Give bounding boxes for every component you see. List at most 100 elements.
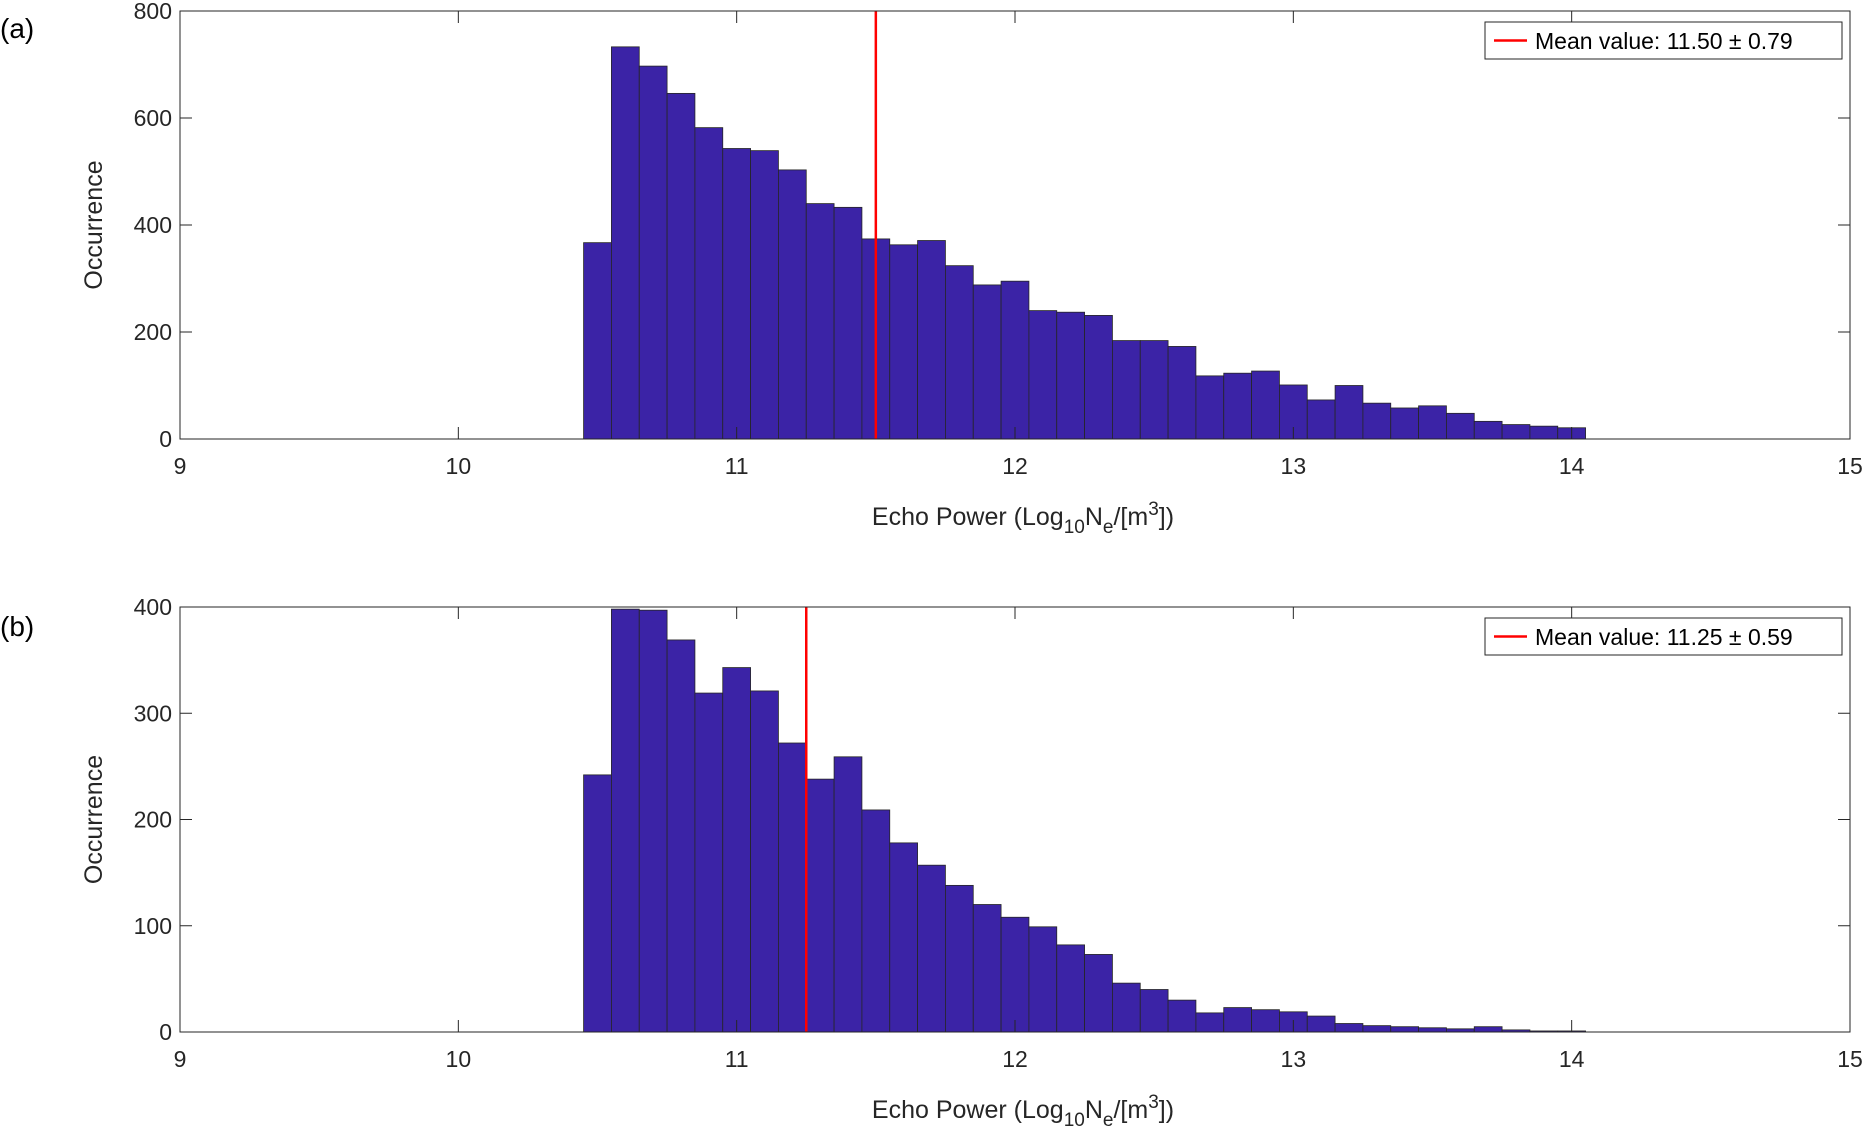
histogram-bar [1306, 399, 1336, 440]
x-axis-label-sub: 10 [1064, 1110, 1085, 1130]
histogram-bar [722, 667, 751, 1033]
histogram-bar [611, 46, 640, 440]
histogram-bar [1167, 999, 1197, 1033]
x-axis-label-sub: e [1103, 517, 1114, 538]
histogram-bar [805, 778, 835, 1033]
histogram-bar [638, 65, 668, 440]
histogram-bar [1334, 385, 1364, 440]
legend-box [1484, 617, 1843, 656]
histogram-bar [750, 690, 779, 1033]
x-axis-label-part: /[m [1113, 503, 1148, 531]
histogram-bar [972, 904, 1002, 1033]
x-tick-label: 10 [446, 1046, 472, 1072]
histogram-bar [1000, 280, 1030, 440]
histogram-bar [945, 884, 974, 1033]
y-tick-label: 800 [134, 0, 172, 24]
histogram-bar [917, 240, 946, 440]
x-tick-label: 12 [1002, 1046, 1028, 1072]
histogram-bar [1473, 1026, 1503, 1033]
histogram-bar [1223, 372, 1252, 440]
histogram-bar [778, 169, 807, 440]
histogram-bar [1306, 1015, 1336, 1033]
histogram-bar [1084, 315, 1113, 440]
histogram-bar [1195, 375, 1225, 440]
y-axis-label: Occurrence [80, 755, 108, 884]
legend: Mean value: 11.25 ± 0.59 [1484, 617, 1843, 656]
legend-label: Mean value: 11.50 ± 0.79 [1535, 28, 1793, 54]
panel-a: (a) 9 10 11 12 13 14 15 0 200 400 600 800 Occurrenc… [0, 0, 1863, 538]
histogram-bar [778, 742, 807, 1033]
x-axis-label-part: Echo Power (Log [872, 1096, 1064, 1124]
histogram-bar [1390, 1026, 1419, 1033]
histogram-bar [833, 756, 863, 1033]
y-tick-label: 100 [134, 913, 172, 939]
x-tick-label: 15 [1837, 453, 1863, 479]
histogram-bar [722, 148, 751, 440]
x-tick-label: 14 [1559, 453, 1585, 479]
histogram-bar [861, 809, 891, 1033]
y-tick-label: 400 [134, 594, 172, 620]
histogram-bar [889, 244, 918, 440]
x-axis-label-part: ]) [1159, 503, 1174, 531]
histogram-bar [750, 150, 779, 440]
histogram-bar [1223, 1007, 1252, 1033]
histogram-bar [1028, 926, 1058, 1033]
y-tick-label: 400 [134, 212, 172, 238]
histogram-bar [638, 609, 668, 1033]
legend: Mean value: 11.50 ± 0.79 [1484, 21, 1843, 60]
x-tick-label: 14 [1559, 1046, 1585, 1072]
histogram-bar [1084, 954, 1113, 1033]
x-tick-label: 11 [725, 1046, 749, 1072]
histogram-bar [666, 639, 696, 1033]
histogram-bar [583, 242, 612, 440]
histogram-bar [611, 608, 640, 1033]
histogram-bar [1056, 311, 1085, 440]
y-tick-label: 300 [134, 700, 172, 726]
histogram-bar [945, 265, 974, 440]
x-axis-label-part: ]) [1159, 1096, 1174, 1124]
histogram-bar [1334, 1023, 1364, 1033]
histogram-bar [1112, 340, 1141, 440]
x-axis-label-sub: 10 [1064, 517, 1085, 538]
y-tick-label: 200 [134, 807, 172, 833]
x-axis-label-part: N [1085, 503, 1103, 531]
x-tick-label: 12 [1002, 453, 1028, 479]
histogram-bar [1167, 346, 1197, 440]
x-tick-label: 9 [174, 1046, 187, 1072]
x-axis-label-sub: e [1103, 1110, 1114, 1130]
histogram-bar [1028, 310, 1058, 440]
panel-b: (b) 9 10 11 12 13 14 15 0 100 200 300 400 Occurrenc… [0, 594, 1863, 1130]
tick-group: 9 10 11 12 13 14 15 0 200 400 600 800 [134, 0, 1863, 479]
histogram-bar [1056, 944, 1085, 1033]
histogram-bar [1446, 412, 1475, 440]
histogram-bar [1139, 989, 1169, 1033]
x-tick-label: 10 [446, 453, 472, 479]
histogram-bar [1473, 420, 1503, 440]
legend-box [1484, 21, 1843, 60]
x-tick-label: 13 [1281, 453, 1307, 479]
histogram-bar [1112, 982, 1141, 1033]
histogram-bar [833, 206, 863, 440]
histogram-bar [889, 842, 918, 1033]
histogram-bar [917, 864, 946, 1033]
bar-group [583, 46, 1586, 440]
tick-group: 9 10 11 12 13 14 15 0 100 200 300 400 [134, 594, 1863, 1072]
x-axis-label-part: Echo Power (Log [872, 503, 1064, 531]
x-axis-label-sup: 3 [1148, 499, 1159, 520]
y-tick-label: 200 [134, 319, 172, 345]
bar-group [583, 608, 1586, 1033]
panel-label: (a) [0, 13, 34, 44]
x-axis-label: Echo Power (Log10Ne/[m3]) [872, 499, 1174, 538]
x-tick-label: 15 [1837, 1046, 1863, 1072]
histogram-bar [1251, 370, 1280, 440]
y-tick-label: 0 [159, 426, 172, 452]
histogram-bar [1362, 402, 1392, 440]
histogram-bar [972, 284, 1002, 440]
x-axis-label-part: /[m [1113, 1096, 1148, 1124]
histogram-bar [1501, 424, 1531, 440]
x-tick-label: 13 [1281, 1046, 1307, 1072]
y-tick-label: 0 [159, 1019, 172, 1045]
histogram-bar [583, 774, 612, 1033]
histogram-bar [1418, 1027, 1447, 1033]
